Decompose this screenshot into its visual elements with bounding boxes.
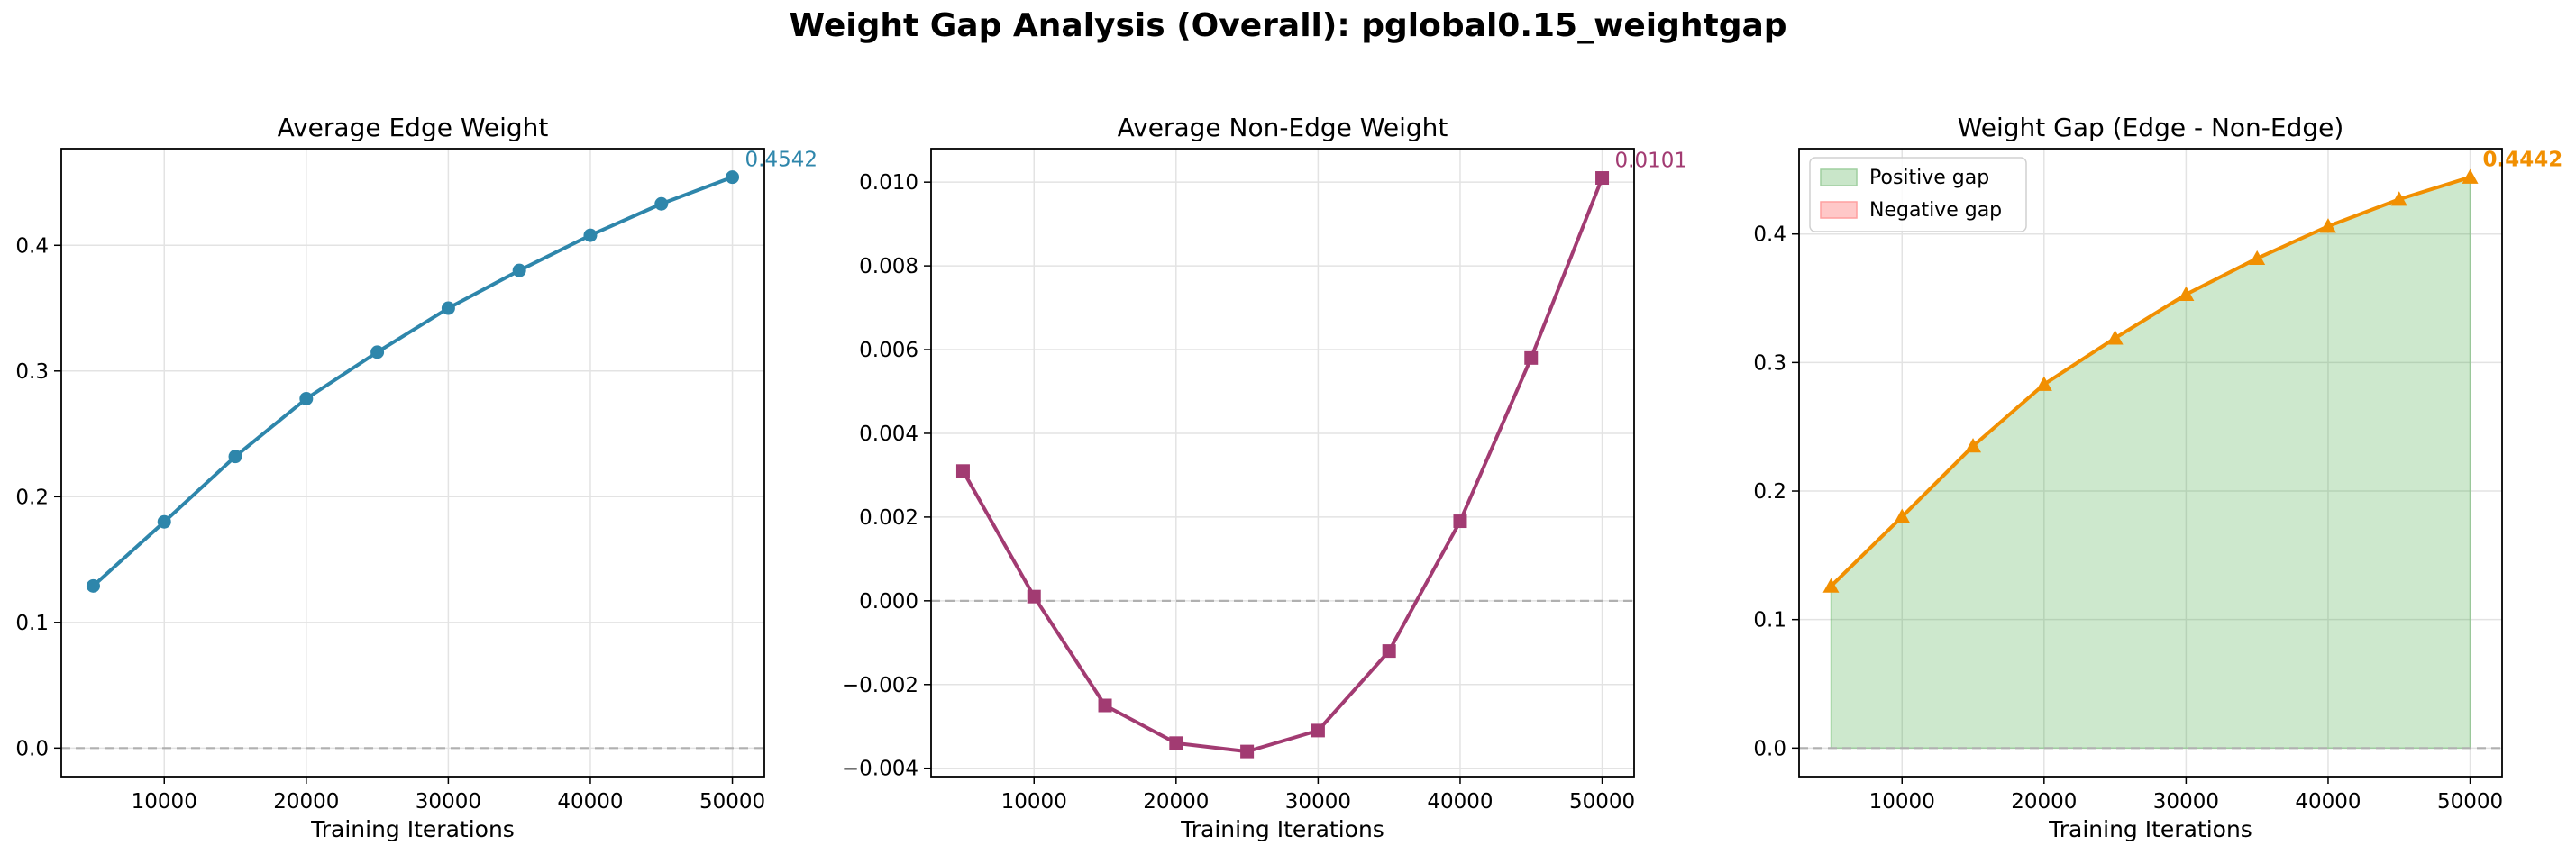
legend-box bbox=[1809, 157, 2027, 232]
chart-panel-3: 0.4442 10000 20000 30000 40000 50000 0.0 0.1 0.2… bbox=[1753, 113, 2562, 842]
x-tick-label: 30000 bbox=[416, 790, 481, 814]
y-tick-label: 0.002 bbox=[859, 506, 918, 530]
legend-label: Negative gap bbox=[1869, 199, 2002, 222]
x-tick-label: 10000 bbox=[132, 790, 197, 814]
data-point bbox=[2390, 191, 2407, 206]
x-tick-label: 40000 bbox=[2295, 790, 2361, 814]
x-tick-label: 40000 bbox=[1427, 790, 1493, 814]
y-tick-label: 0.006 bbox=[859, 339, 918, 362]
data-point bbox=[2178, 286, 2195, 301]
data-point bbox=[299, 391, 314, 405]
x-tick-label: 20000 bbox=[1143, 790, 1209, 814]
chart-title: Average Edge Weight bbox=[278, 113, 549, 142]
y-tick-label: 0.1 bbox=[15, 612, 49, 635]
data-point bbox=[1965, 438, 1982, 453]
data-point bbox=[1027, 589, 1041, 604]
series-line bbox=[961, 177, 1604, 754]
y-tick-label: 0.004 bbox=[859, 423, 918, 446]
data-point bbox=[1453, 514, 1467, 529]
x-tick-label: 20000 bbox=[2011, 790, 2077, 814]
x-tick-label: 50000 bbox=[699, 790, 765, 814]
data-point bbox=[1595, 171, 1610, 186]
data-point bbox=[2319, 218, 2336, 233]
data-point bbox=[1098, 698, 1112, 713]
x-tick-label: 10000 bbox=[1869, 790, 1935, 814]
x-axis-label: Training Iterations bbox=[310, 816, 515, 842]
x-axis-label: Training Iterations bbox=[2048, 816, 2252, 842]
legend-swatch bbox=[1820, 201, 1858, 219]
data-point bbox=[1822, 578, 1840, 593]
data-point bbox=[2035, 376, 2052, 391]
x-tick-label: 30000 bbox=[1285, 790, 1351, 814]
data-point bbox=[1169, 736, 1183, 750]
data-point bbox=[2106, 330, 2124, 345]
legend-label: Positive gap bbox=[1869, 167, 1989, 189]
figure-title: Weight Gap Analysis (Overall): pglobal0.… bbox=[789, 7, 1787, 44]
axes-frame bbox=[1798, 148, 2503, 778]
y-tick-label: 0.4 bbox=[15, 234, 49, 258]
end-value-annotation: 0.4442 bbox=[2483, 149, 2563, 172]
chart-title: Weight Gap (Edge - Non-Edge) bbox=[1958, 113, 2344, 142]
data-point bbox=[1382, 644, 1396, 659]
data-point bbox=[726, 170, 740, 185]
chart-panel-1: 0.4542 10000 20000 30000 40000 50000 0.0 0.1 0.2… bbox=[15, 113, 818, 842]
data-point bbox=[583, 228, 598, 242]
chart-panel-2: 0.0101 10000 20000 30000 40000 50000 −0.004 −0.… bbox=[842, 113, 1687, 842]
x-tick-label: 20000 bbox=[273, 790, 339, 814]
axes-frame bbox=[60, 148, 765, 778]
y-tick-label: 0.008 bbox=[859, 255, 918, 278]
y-tick-label: 0.010 bbox=[859, 171, 918, 195]
x-tick-label: 50000 bbox=[2437, 790, 2503, 814]
data-point bbox=[157, 514, 171, 529]
y-tick-label: 0.4 bbox=[1753, 223, 1786, 247]
data-point bbox=[955, 464, 970, 478]
data-point bbox=[654, 196, 669, 211]
data-point bbox=[441, 301, 455, 315]
y-tick-label: 0.2 bbox=[15, 486, 49, 509]
series-line bbox=[1830, 175, 2471, 588]
data-point bbox=[1311, 723, 1325, 738]
series-line bbox=[92, 175, 734, 587]
y-tick-label: 0.2 bbox=[1753, 480, 1786, 504]
end-value-annotation: 0.0101 bbox=[1615, 150, 1687, 173]
y-tick-label: −0.004 bbox=[842, 758, 918, 781]
end-value-annotation: 0.4542 bbox=[745, 149, 818, 172]
data-point bbox=[1524, 350, 1539, 365]
y-tick-label: 0.1 bbox=[1753, 609, 1786, 632]
data-point bbox=[370, 345, 385, 359]
legend-swatch bbox=[1820, 168, 1858, 186]
chart-title: Average Non-Edge Weight bbox=[1118, 113, 1448, 142]
data-point bbox=[86, 578, 100, 593]
data-point bbox=[2249, 250, 2266, 266]
data-point bbox=[512, 263, 526, 277]
y-tick-label: 0.0 bbox=[15, 737, 49, 760]
y-tick-label: 0.0 bbox=[1753, 737, 1786, 760]
data-point bbox=[1240, 744, 1255, 759]
axes-frame bbox=[930, 148, 1635, 778]
data-point bbox=[1894, 508, 1911, 523]
y-tick-label: 0.3 bbox=[1753, 351, 1786, 375]
x-tick-label: 10000 bbox=[1001, 790, 1067, 814]
x-tick-label: 30000 bbox=[2153, 790, 2219, 814]
y-tick-label: 0.000 bbox=[859, 590, 918, 614]
y-tick-label: −0.002 bbox=[842, 674, 918, 697]
x-axis-label: Training Iterations bbox=[1180, 816, 1384, 842]
x-tick-label: 40000 bbox=[557, 790, 623, 814]
positive-gap-area bbox=[1830, 176, 2471, 750]
data-point bbox=[2462, 168, 2479, 184]
data-point bbox=[228, 450, 242, 464]
y-tick-label: 0.3 bbox=[15, 360, 49, 384]
x-tick-label: 50000 bbox=[1569, 790, 1635, 814]
